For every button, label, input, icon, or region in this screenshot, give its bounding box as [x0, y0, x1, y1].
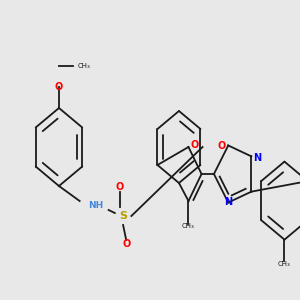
Text: CH₃: CH₃ — [278, 261, 291, 267]
Text: CH₃: CH₃ — [78, 63, 90, 69]
Text: O: O — [122, 239, 130, 249]
Text: CH₃: CH₃ — [182, 224, 195, 230]
Text: O: O — [218, 141, 226, 151]
Text: N: N — [224, 197, 232, 207]
Text: O: O — [190, 140, 199, 151]
Text: NH: NH — [88, 201, 103, 210]
Text: O: O — [116, 182, 124, 191]
Text: S: S — [119, 211, 127, 221]
Text: N: N — [254, 153, 262, 164]
Text: O: O — [55, 82, 63, 92]
